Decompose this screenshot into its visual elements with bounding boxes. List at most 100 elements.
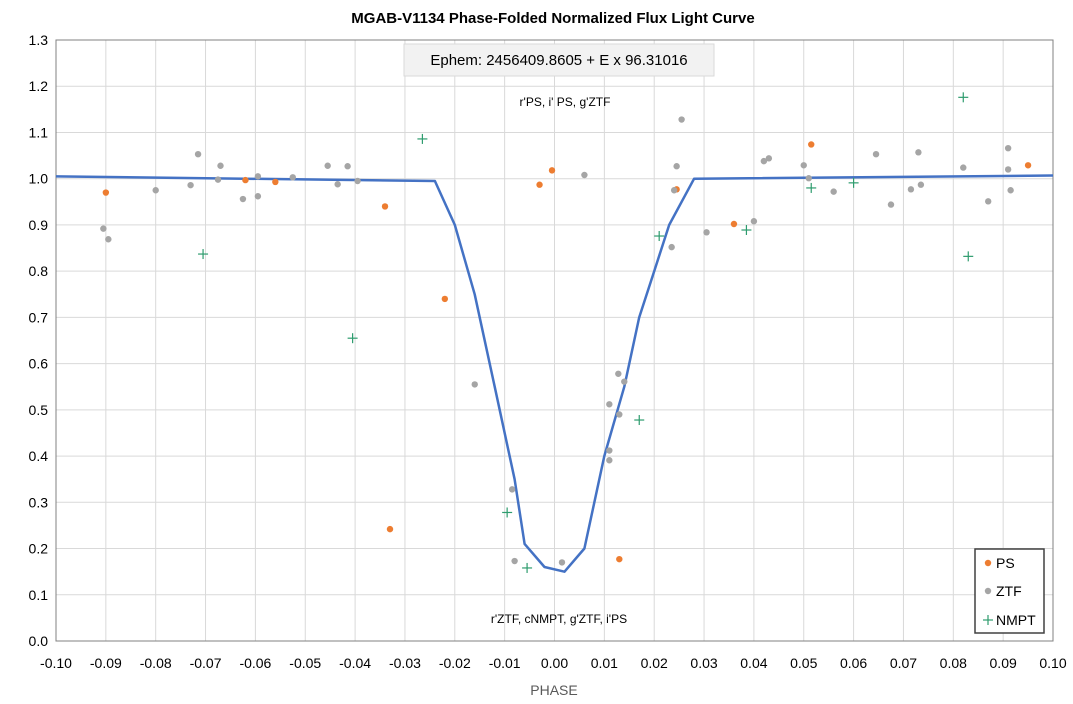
model-curve-line xyxy=(55,174,1054,573)
ztf-point xyxy=(960,164,967,171)
ps-point xyxy=(441,295,449,303)
top-filters-annotation: r'PS, i' PS, g'ZTF xyxy=(520,95,611,109)
ztf-point xyxy=(334,181,341,188)
legend-label-ps: PS xyxy=(996,555,1015,571)
y-tick-label: 0.1 xyxy=(29,587,49,603)
ztf-point xyxy=(621,378,628,385)
ztf-point xyxy=(100,225,107,232)
ztf-point xyxy=(254,193,262,200)
x-tick-label: 0.04 xyxy=(740,655,767,671)
grid-lines xyxy=(55,39,1054,642)
plot-area-border xyxy=(55,39,1054,642)
ps-point xyxy=(242,176,249,184)
ztf-point xyxy=(830,188,837,195)
ps-point xyxy=(386,525,394,533)
x-tick-label: 0.03 xyxy=(690,655,717,671)
x-tick-label: -0.06 xyxy=(239,655,271,671)
ztf-point xyxy=(508,486,516,493)
ps-point xyxy=(536,181,543,188)
x-tick-label: 0.10 xyxy=(1039,655,1066,671)
nmpt-point xyxy=(634,415,645,426)
ztf-point xyxy=(324,162,331,169)
y-tick-label: 0.6 xyxy=(29,356,49,372)
ztf-point xyxy=(616,411,623,418)
ztf-point xyxy=(152,187,159,194)
y-axis-tick-labels: 0.0 0.1 0.2 0.3 0.4 0.5 0.6 0.7 0.8 0.9 1.0 1.1 1.2 1… xyxy=(29,32,49,649)
ephemeris-box: Ephem: 2456409.8605 + E x 96.31016 xyxy=(403,43,715,77)
ps-point xyxy=(1024,162,1032,169)
nmpt-point xyxy=(198,249,209,260)
legend-label-ztf: ZTF xyxy=(996,583,1022,599)
ztf-point xyxy=(678,116,685,123)
ps-point xyxy=(102,189,110,196)
ztf-point xyxy=(984,198,992,205)
ztf-point xyxy=(872,150,880,158)
x-tick-label: -0.08 xyxy=(140,655,172,671)
legend: PS ZTF NMPT xyxy=(974,548,1045,634)
ztf-point xyxy=(217,162,224,169)
ztf-point xyxy=(239,195,247,203)
nmpt-point xyxy=(741,225,752,236)
ztf-point xyxy=(354,177,361,185)
nmpt-point xyxy=(417,133,428,144)
nmpt-point xyxy=(654,231,665,242)
ps-point xyxy=(616,555,623,563)
y-tick-label: 0.5 xyxy=(29,402,49,418)
ztf-point xyxy=(1007,187,1014,194)
ztf-point xyxy=(187,181,194,189)
legend-marker-ztf xyxy=(984,587,992,595)
x-tick-label: -0.03 xyxy=(389,655,421,671)
ztf-point xyxy=(673,163,680,170)
ztf-point xyxy=(606,401,613,408)
ztf-point xyxy=(581,171,588,179)
chart-title: MGAB-V1134 Phase-Folded Normalized Flux … xyxy=(351,10,754,27)
x-tick-label: 0.01 xyxy=(591,655,618,671)
legend-label-nmpt: NMPT xyxy=(996,612,1036,628)
ztf-point xyxy=(511,557,518,565)
nmpt-point xyxy=(963,251,974,262)
ztf-point xyxy=(668,243,675,251)
ps-point xyxy=(730,220,738,228)
ztf-point xyxy=(670,187,678,194)
nmpt-point xyxy=(522,562,533,573)
x-tick-label: 0.08 xyxy=(940,655,967,671)
x-tick-label: 0.09 xyxy=(990,655,1017,671)
legend-marker-ps xyxy=(984,559,992,567)
ztf-point xyxy=(471,381,478,388)
y-tick-label: 0.4 xyxy=(29,448,49,464)
x-tick-label: -0.02 xyxy=(439,655,471,671)
x-tick-label: -0.01 xyxy=(489,655,521,671)
ztf-point xyxy=(558,559,566,566)
ztf-point xyxy=(887,201,895,208)
ztf-point xyxy=(760,157,768,165)
ztf-point xyxy=(915,149,922,156)
ztf-point xyxy=(214,176,222,183)
x-tick-label: -0.05 xyxy=(289,655,321,671)
x-axis-tick-labels: -0.10 -0.09 -0.08 -0.07 -0.06 -0.05 -0.04 -0.03… xyxy=(40,655,1067,671)
nmpt-point xyxy=(806,182,817,193)
y-tick-label: 1.1 xyxy=(29,124,49,140)
ps-point xyxy=(548,167,556,174)
legend-marker-nmpt xyxy=(983,615,993,625)
y-tick-label: 1.0 xyxy=(29,171,49,187)
ztf-point xyxy=(606,447,613,454)
ztf-point xyxy=(615,370,622,377)
bottom-filters-annotation: r'ZTF, cNMPT, g'ZTF, i'PS xyxy=(491,612,627,626)
x-tick-label: -0.10 xyxy=(40,655,72,671)
ztf-point xyxy=(907,186,915,193)
y-tick-label: 1.2 xyxy=(29,78,49,94)
nmpt-point xyxy=(502,507,513,518)
nmpt-point xyxy=(958,92,969,103)
ztf-point xyxy=(105,236,112,243)
ztf-point xyxy=(750,218,758,225)
ps-point xyxy=(272,178,279,186)
ephemeris-label: Ephem: 2456409.8605 + E x 96.31016 xyxy=(430,52,687,69)
y-tick-label: 0.9 xyxy=(29,217,49,233)
x-tick-label: -0.07 xyxy=(190,655,222,671)
ztf-point xyxy=(917,181,925,188)
nmpt-point xyxy=(848,177,859,188)
ztf-point xyxy=(800,162,807,169)
ztf-point xyxy=(703,229,710,236)
y-tick-label: 1.3 xyxy=(29,32,49,48)
